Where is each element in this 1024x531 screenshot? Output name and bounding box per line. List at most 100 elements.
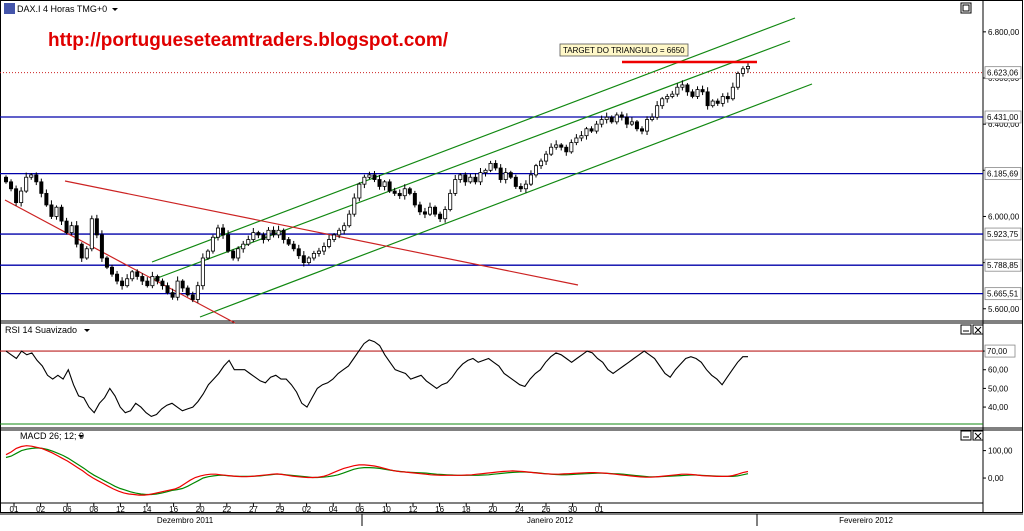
candle[interactable] xyxy=(241,240,246,253)
candle[interactable] xyxy=(725,92,730,103)
candle[interactable] xyxy=(549,143,554,156)
candle[interactable] xyxy=(286,237,291,246)
candle[interactable] xyxy=(619,111,624,121)
candle[interactable] xyxy=(321,242,326,255)
candle[interactable] xyxy=(650,113,655,122)
candle[interactable] xyxy=(210,234,215,254)
candle[interactable] xyxy=(236,246,241,262)
candle[interactable] xyxy=(407,186,412,196)
candle[interactable] xyxy=(64,217,69,235)
candle[interactable] xyxy=(261,232,266,244)
candle[interactable] xyxy=(175,276,180,301)
candle[interactable] xyxy=(372,171,377,183)
candle[interactable] xyxy=(231,249,236,261)
candle[interactable] xyxy=(473,173,478,185)
candle[interactable] xyxy=(594,120,599,134)
candle[interactable] xyxy=(59,204,64,225)
candle[interactable] xyxy=(251,228,256,243)
candle[interactable] xyxy=(79,242,84,262)
triangle-down-icon[interactable] xyxy=(78,435,84,438)
candle[interactable] xyxy=(640,126,645,135)
candle[interactable] xyxy=(730,82,735,101)
candle[interactable] xyxy=(422,207,427,219)
candle[interactable] xyxy=(84,246,89,260)
rsi-close-button[interactable] xyxy=(972,324,984,335)
candle[interactable] xyxy=(180,279,185,292)
candle[interactable] xyxy=(478,168,483,186)
macd-line[interactable] xyxy=(5,447,749,496)
candle[interactable] xyxy=(94,214,99,239)
candle[interactable] xyxy=(675,83,680,97)
candle[interactable] xyxy=(54,205,59,220)
candle[interactable] xyxy=(720,93,725,107)
candle[interactable] xyxy=(498,164,503,183)
candle[interactable] xyxy=(448,189,453,212)
candle[interactable] xyxy=(316,247,321,257)
candle[interactable] xyxy=(140,273,145,285)
macd-minimize-button[interactable] xyxy=(960,430,972,441)
candle[interactable] xyxy=(710,99,715,108)
candle[interactable] xyxy=(115,270,120,285)
candle[interactable] xyxy=(311,250,316,261)
candle[interactable] xyxy=(44,189,49,207)
candle[interactable] xyxy=(402,184,407,200)
candle[interactable] xyxy=(271,226,276,238)
candle[interactable] xyxy=(746,63,751,73)
candle[interactable] xyxy=(135,269,140,280)
macd-close-button[interactable] xyxy=(972,430,984,441)
candle[interactable] xyxy=(281,228,286,244)
channel-upper-line[interactable] xyxy=(151,17,796,263)
candle[interactable] xyxy=(195,281,200,303)
candle[interactable] xyxy=(518,183,523,192)
candle[interactable] xyxy=(276,225,281,239)
candle[interactable] xyxy=(599,115,604,128)
candle[interactable] xyxy=(397,189,402,199)
candle[interactable] xyxy=(412,190,417,208)
candle[interactable] xyxy=(433,205,438,217)
candle[interactable] xyxy=(392,187,397,196)
candle[interactable] xyxy=(296,244,301,259)
candle[interactable] xyxy=(256,230,261,239)
candle[interactable] xyxy=(559,143,564,151)
candle[interactable] xyxy=(69,221,74,236)
candle[interactable] xyxy=(589,126,594,133)
candle[interactable] xyxy=(327,234,332,249)
candle[interactable] xyxy=(367,171,372,180)
candle[interactable] xyxy=(226,230,231,253)
candle[interactable] xyxy=(347,210,352,228)
triangle-down-icon[interactable] xyxy=(84,329,90,332)
candle[interactable] xyxy=(715,98,720,106)
candle[interactable] xyxy=(387,179,392,193)
candle[interactable] xyxy=(574,134,579,146)
macd-signal-line[interactable] xyxy=(5,445,749,496)
candle[interactable] xyxy=(544,150,549,165)
candle[interactable] xyxy=(705,87,710,110)
candle[interactable] xyxy=(160,278,165,290)
candle[interactable] xyxy=(104,256,109,270)
candle[interactable] xyxy=(645,116,650,135)
candle[interactable] xyxy=(417,201,422,216)
candle[interactable] xyxy=(165,282,170,295)
candle[interactable] xyxy=(513,174,518,189)
candle[interactable] xyxy=(629,117,634,126)
candle[interactable] xyxy=(579,131,584,142)
candle[interactable] xyxy=(29,173,34,180)
candle[interactable] xyxy=(609,115,614,124)
candle[interactable] xyxy=(604,112,609,124)
candle[interactable] xyxy=(523,180,528,193)
candle[interactable] xyxy=(89,215,94,252)
candle[interactable] xyxy=(695,86,700,99)
candle[interactable] xyxy=(291,240,296,252)
candle[interactable] xyxy=(458,173,463,183)
candle[interactable] xyxy=(145,277,150,288)
candle[interactable] xyxy=(427,202,432,216)
candle[interactable] xyxy=(49,200,54,219)
candle[interactable] xyxy=(24,172,29,193)
candle[interactable] xyxy=(4,175,9,184)
candle[interactable] xyxy=(99,230,104,262)
candle[interactable] xyxy=(170,288,175,300)
restore-button[interactable] xyxy=(960,2,972,14)
candle[interactable] xyxy=(660,96,665,109)
candle[interactable] xyxy=(185,285,190,297)
